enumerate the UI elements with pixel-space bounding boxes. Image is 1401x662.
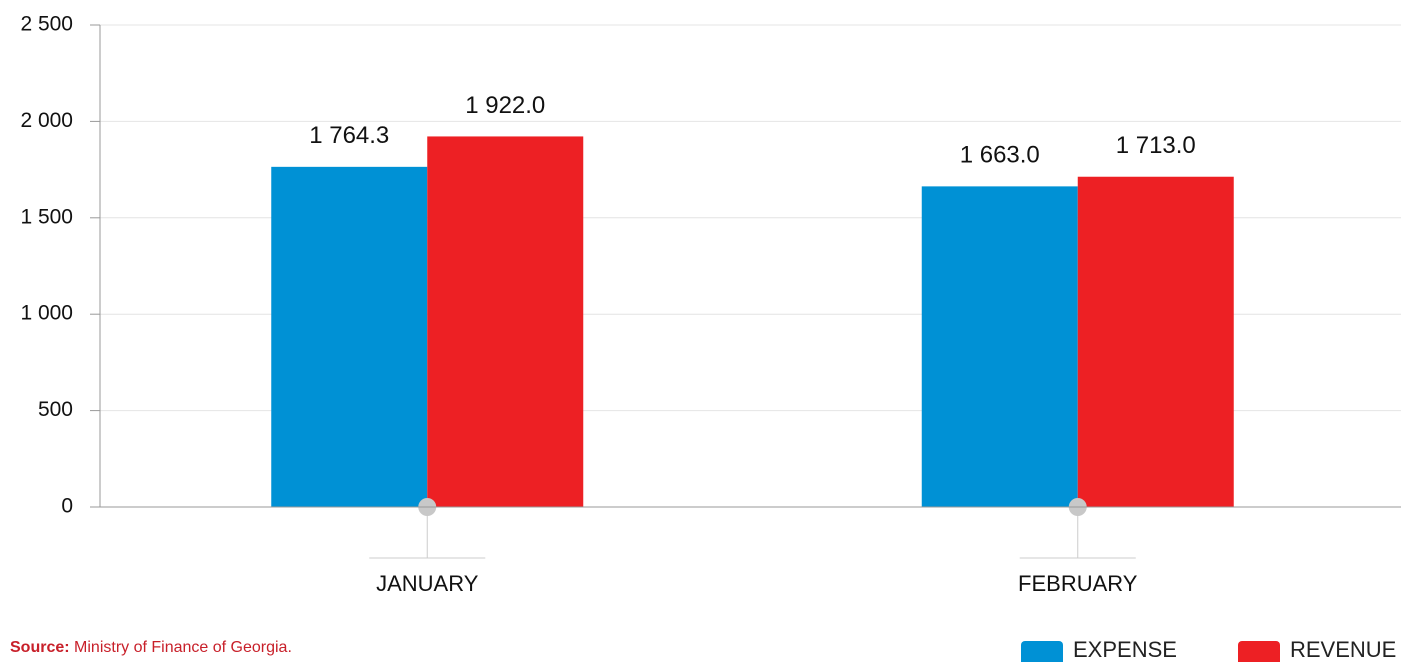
y-tick-label: 500 (38, 398, 73, 421)
value-label: 1 764.3 (309, 122, 389, 149)
y-tick-label: 1 000 (20, 302, 73, 325)
y-tick-label: 2 500 (20, 13, 73, 36)
source: Source: Ministry of Finance of Georgia. (10, 639, 292, 656)
value-label: 1 922.0 (465, 92, 545, 119)
legend-label: EXPENSE (1073, 637, 1177, 662)
legend-label: REVENUE (1290, 637, 1396, 662)
x-tick-label: JANUARY (376, 571, 479, 596)
value-label: 1 663.0 (960, 142, 1040, 169)
value-label: 1 713.0 (1116, 132, 1196, 159)
source-text: Ministry of Finance of Georgia. (74, 639, 292, 656)
y-tick-label: 0 (61, 495, 73, 518)
bar (427, 136, 584, 507)
y-tick-label: 1 500 (20, 205, 73, 228)
x-tick-label: FEBRUARY (1018, 571, 1138, 596)
source-label: Source: (10, 639, 70, 656)
legend-swatch (1238, 641, 1280, 662)
legend-swatch (1021, 641, 1063, 662)
bar (921, 186, 1078, 507)
y-tick-label: 2 000 (20, 109, 73, 132)
bar (1077, 176, 1234, 508)
bar (271, 166, 428, 507)
